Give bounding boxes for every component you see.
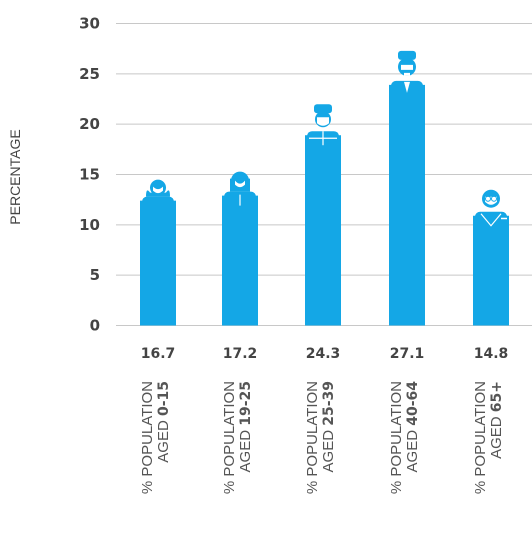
value-labels: 16.7 17.2 24.3 27.1 14.8 xyxy=(141,346,509,362)
value-label: 16.7 xyxy=(141,346,176,362)
y-tick-label: 30 xyxy=(79,15,100,33)
category-aged: AGED 65+ xyxy=(488,381,505,459)
value-label: 17.2 xyxy=(223,346,258,362)
bars xyxy=(140,50,509,326)
value-label: 24.3 xyxy=(306,346,341,362)
category-label: % POPULATIONAGED 0-15 xyxy=(139,381,172,494)
category-aged: AGED 0-15 xyxy=(155,381,172,463)
y-tick-label: 0 xyxy=(90,317,100,335)
bar-5 xyxy=(473,189,509,326)
value-label: 27.1 xyxy=(390,346,425,362)
category-prefix: % POPULATION xyxy=(221,381,238,494)
y-tick-label: 5 xyxy=(90,266,100,284)
y-axis-label: PERCENTAGE xyxy=(7,129,23,224)
y-tick-label: 20 xyxy=(79,115,100,133)
category-aged: AGED 25-39 xyxy=(320,381,337,472)
category-labels: % POPULATIONAGED 0-15% POPULATIONAGED 19… xyxy=(139,381,505,494)
y-tick-label: 15 xyxy=(79,166,100,184)
category-label: % POPULATIONAGED 19-25 xyxy=(221,381,254,494)
category-aged: AGED 19-25 xyxy=(237,381,254,472)
category-prefix: % POPULATION xyxy=(139,381,156,494)
category-label: % POPULATIONAGED 40-64 xyxy=(388,381,421,494)
category-range: 65+ xyxy=(489,381,505,412)
category-prefix: % POPULATION xyxy=(304,381,321,494)
bar-3 xyxy=(305,104,341,326)
y-tick-label: 10 xyxy=(79,216,100,234)
y-tick-label: 25 xyxy=(79,65,100,83)
category-prefix: % POPULATION xyxy=(472,381,489,494)
y-axis-ticks: 0 5 10 15 20 25 30 xyxy=(79,15,100,335)
bar-4 xyxy=(389,50,425,326)
category-label: % POPULATIONAGED 25-39 xyxy=(304,381,337,494)
category-range: 25-39 xyxy=(321,381,337,426)
category-label: % POPULATIONAGED 65+ xyxy=(472,381,505,494)
category-range: 19-25 xyxy=(238,381,254,426)
value-label: 14.8 xyxy=(474,346,509,362)
category-range: 40-64 xyxy=(405,381,421,426)
category-prefix: % POPULATION xyxy=(388,381,405,494)
category-aged: AGED 40-64 xyxy=(404,381,421,473)
bar-1 xyxy=(140,179,176,326)
category-range: 0-15 xyxy=(156,381,172,416)
bar-2 xyxy=(222,171,258,326)
